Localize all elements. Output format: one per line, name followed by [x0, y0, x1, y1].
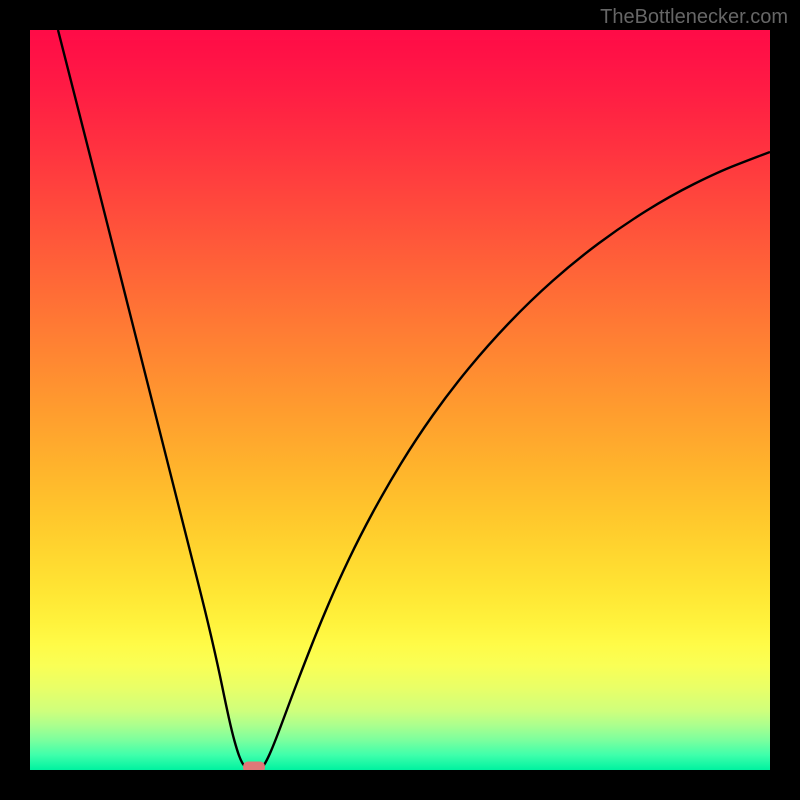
- chart-container: TheBottlenecker.com: [0, 0, 800, 800]
- gradient-background: [30, 30, 770, 770]
- plot-area: [30, 30, 770, 770]
- minimum-marker: [243, 762, 265, 771]
- watermark-text: TheBottlenecker.com: [600, 6, 788, 29]
